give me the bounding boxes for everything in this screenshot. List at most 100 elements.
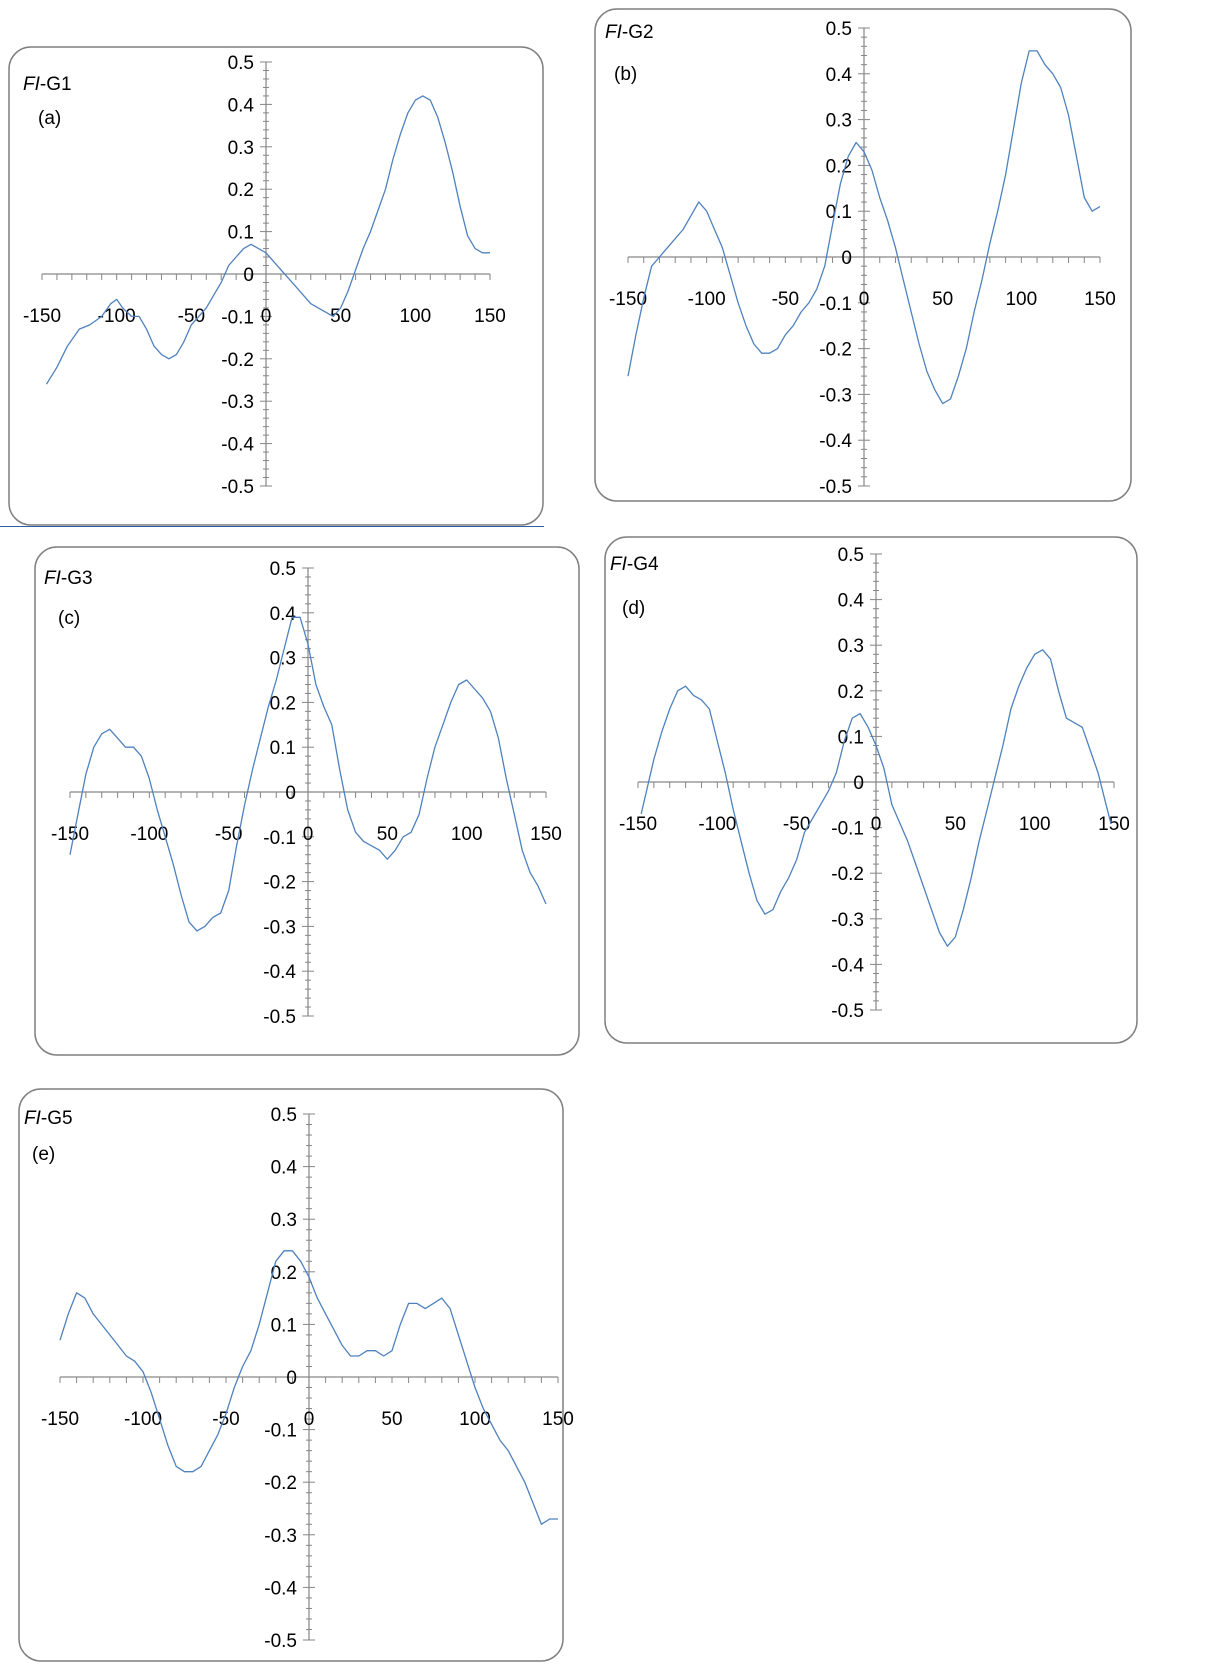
chart-panel-a: -150 -100 -50 0 50 100 150 -0.5 -0.4 -0.3 -0.2 -0.1… xyxy=(8,46,544,526)
panel-title-rest: -G2 xyxy=(622,22,654,43)
y-tick-label: -0.2 xyxy=(263,873,296,894)
x-tick-label: 100 xyxy=(399,306,431,327)
y-tick-label: -0.5 xyxy=(263,1007,296,1028)
y-tick-label: 0.2 xyxy=(271,1263,297,1284)
chart-panel-d: -150 -100 -50 0 50 100 150 -0.5 -0.4 -0.3 -0.2 -0.1… xyxy=(604,536,1138,1044)
series-line xyxy=(59,1250,558,1525)
x-tick-label: 0 xyxy=(871,814,882,835)
x-tick-label: -100 xyxy=(688,289,726,310)
chart-svg-a: -150 -100 -50 0 50 100 150 -0.5 -0.4 -0.3 -0.2 -0.1… xyxy=(8,46,544,526)
x-tick-label: 100 xyxy=(451,824,483,845)
chart-svg-d: -150 -100 -50 0 50 100 150 -0.5 -0.4 -0.3 -0.2 -0.1… xyxy=(604,536,1138,1044)
chart-frame xyxy=(18,1088,564,1662)
y-tick-label: 0.4 xyxy=(838,591,865,612)
y-tick-label: -0.1 xyxy=(264,1421,297,1442)
y-tick-label: 0.1 xyxy=(270,738,296,759)
y-tick-label: 0.4 xyxy=(270,604,297,625)
x-tick-label: 50 xyxy=(945,814,966,835)
y-tick-label: 0 xyxy=(286,1368,297,1389)
y-tick-label: -0.2 xyxy=(221,350,254,371)
panel-title-italic: FI xyxy=(44,568,62,589)
x-tick-label: -100 xyxy=(124,1409,162,1430)
x-tick-label: -150 xyxy=(619,814,657,835)
y-tick-label: 0.3 xyxy=(270,649,296,670)
panel-letter-c: (c) xyxy=(58,608,80,629)
y-tick-label: 0.2 xyxy=(826,156,852,177)
x-tick-label: 0 xyxy=(303,824,314,845)
y-tick-label: 0.5 xyxy=(271,1105,297,1126)
y-tick-label: -0.5 xyxy=(831,1001,864,1022)
y-tick-label: -0.3 xyxy=(221,392,254,413)
separator-line xyxy=(0,526,544,527)
x-tick-label: -50 xyxy=(178,306,205,327)
x-tick-label: 150 xyxy=(542,1409,574,1430)
panel-title-italic: FI xyxy=(23,74,41,95)
x-tick-label: 50 xyxy=(381,1409,402,1430)
y-tick-label: -0.5 xyxy=(264,1631,297,1652)
chart-frame xyxy=(604,536,1138,1044)
y-tick-label: -0.1 xyxy=(819,294,852,315)
panel-title: FI-G4 xyxy=(610,554,659,575)
panel-letter-d: (d) xyxy=(622,598,645,619)
x-tick-label: -150 xyxy=(609,289,647,310)
y-tick-label: 0.3 xyxy=(838,636,864,657)
x-tick-label: -100 xyxy=(698,814,736,835)
y-tick-label: 0.1 xyxy=(271,1315,297,1336)
panel-title: FI-G2 xyxy=(605,22,654,43)
y-tick-label: 0.1 xyxy=(826,202,852,223)
x-tick-label: -150 xyxy=(51,824,89,845)
y-tick-label: -0.1 xyxy=(831,819,864,840)
series-line xyxy=(627,50,1101,405)
y-tick-label: 0.4 xyxy=(826,65,853,86)
x-tick-label: 150 xyxy=(1084,289,1116,310)
panel-letter-b: (b) xyxy=(614,64,637,85)
chart-frame xyxy=(594,8,1132,502)
x-tick-label: 0 xyxy=(261,306,272,327)
y-tick-label: 0.2 xyxy=(270,693,296,714)
y-tick-label: 0.3 xyxy=(826,111,852,132)
series-line xyxy=(69,616,547,932)
series-line xyxy=(640,649,1112,947)
y-tick-label: -0.3 xyxy=(831,910,864,931)
x-tick-label: 0 xyxy=(859,289,870,310)
y-tick-label: -0.2 xyxy=(264,1473,297,1494)
y-tick-label: 0 xyxy=(285,783,296,804)
y-tick-label: 0.2 xyxy=(228,180,254,201)
y-tick-label: -0.5 xyxy=(819,477,852,498)
y-tick-label: 0.3 xyxy=(228,138,254,159)
y-tick-label: -0.4 xyxy=(263,962,296,983)
x-tick-label: -100 xyxy=(130,824,168,845)
y-tick-label: 0.4 xyxy=(228,95,255,116)
chart-svg-e: -150 -100 -50 0 50 100 150 -0.5 -0.4 -0.3 -0.2 -0.1… xyxy=(18,1088,574,1662)
chart-svg-c: -150 -100 -50 0 50 100 150 -0.5 -0.4 -0.3 -0.2 -0.1… xyxy=(34,546,580,1056)
y-tick-label: -0.1 xyxy=(263,828,296,849)
y-tick-label: 0.1 xyxy=(838,727,864,748)
panel-title: FI-G1 xyxy=(23,74,72,95)
y-tick-label: -0.3 xyxy=(263,917,296,938)
panel-title-italic: FI xyxy=(610,554,628,575)
panel-title-italic: FI xyxy=(605,22,623,43)
x-tick-label: -50 xyxy=(215,824,242,845)
y-tick-label: -0.2 xyxy=(819,340,852,361)
x-tick-label: -150 xyxy=(23,306,61,327)
y-tick-label: -0.5 xyxy=(221,477,254,498)
x-tick-label: -50 xyxy=(212,1409,239,1430)
x-tick-label: -50 xyxy=(772,289,799,310)
panel-letter-e: (e) xyxy=(32,1144,55,1165)
x-tick-label: 50 xyxy=(932,289,953,310)
panel-title-rest: -G4 xyxy=(627,554,659,575)
panel-title-rest: -G1 xyxy=(40,74,72,95)
y-tick-label: 0.4 xyxy=(271,1158,298,1179)
x-tick-label: 100 xyxy=(1019,814,1051,835)
x-tick-label: 100 xyxy=(459,1409,491,1430)
y-tick-label: 0.1 xyxy=(228,223,254,244)
x-tick-label: -150 xyxy=(41,1409,79,1430)
y-tick-label: -0.4 xyxy=(221,435,254,456)
x-tick-label: -50 xyxy=(783,814,810,835)
panel-title: FI-G3 xyxy=(44,568,93,589)
y-tick-label: 0.5 xyxy=(270,559,296,580)
chart-frame xyxy=(8,46,544,526)
y-tick-label: 0.2 xyxy=(838,682,864,703)
y-tick-label: -0.4 xyxy=(831,955,864,976)
y-tick-label: -0.4 xyxy=(819,431,852,452)
